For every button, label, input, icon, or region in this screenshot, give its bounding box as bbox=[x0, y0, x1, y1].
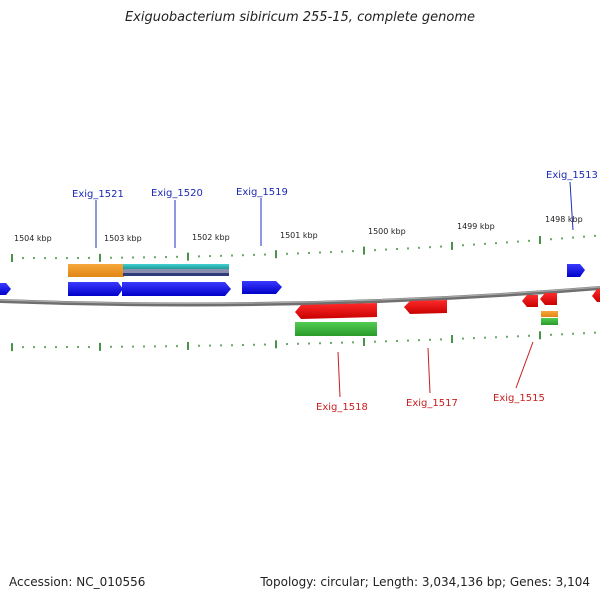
genome-summary: Topology: circular; Length: 3,034,136 bp… bbox=[260, 575, 590, 589]
scale-ruler-bottom bbox=[11, 331, 596, 352]
label-leader-line bbox=[515, 341, 534, 389]
gene-label-forward[interactable]: Exig_1520 bbox=[151, 188, 203, 199]
label-leader-line bbox=[427, 347, 431, 394]
gene-label-reverse[interactable]: Exig_1515 bbox=[493, 393, 545, 404]
scale-label: 1502 kbp bbox=[192, 233, 230, 242]
feature-track-green[interactable] bbox=[541, 318, 558, 325]
label-leader-line bbox=[569, 181, 574, 231]
scale-label: 1504 kbp bbox=[14, 234, 52, 243]
feature-track-orange[interactable] bbox=[541, 311, 558, 317]
gene-arrow-reverse[interactable] bbox=[522, 295, 538, 307]
gene-arrow-reverse[interactable] bbox=[540, 293, 557, 305]
feature-track-navy[interactable] bbox=[123, 273, 229, 276]
feature-track-orange[interactable] bbox=[68, 264, 124, 277]
gene-arrow-reverse[interactable] bbox=[404, 300, 447, 314]
gene-arrow-forward[interactable] bbox=[567, 264, 585, 277]
gene-label-forward[interactable]: Exig_1521 bbox=[72, 189, 124, 200]
scale-label: 1501 kbp bbox=[280, 231, 318, 240]
scale-label: 1499 kbp bbox=[457, 222, 495, 231]
gene-label-reverse[interactable]: Exig_1517 bbox=[406, 398, 458, 409]
gene-label-forward[interactable]: Exig_1513 bbox=[546, 170, 598, 181]
feature-track-grey[interactable] bbox=[123, 269, 229, 273]
gene-arrow-reverse[interactable] bbox=[295, 303, 377, 319]
scale-label: 1500 kbp bbox=[368, 227, 406, 236]
feature-track-teal[interactable] bbox=[123, 264, 229, 269]
accession-label: Accession: NC_010556 bbox=[9, 575, 146, 589]
label-leader-line bbox=[337, 351, 341, 398]
gene-arrow-reverse[interactable] bbox=[592, 289, 600, 302]
gene-arrow-forward[interactable] bbox=[242, 281, 282, 294]
gene-arrow-forward[interactable] bbox=[122, 282, 231, 296]
gene-arrow-forward[interactable] bbox=[0, 283, 11, 295]
gene-label-forward[interactable]: Exig_1519 bbox=[236, 187, 288, 198]
feature-track-green[interactable] bbox=[295, 322, 377, 336]
scale-ruler-top bbox=[11, 234, 596, 262]
map-title: Exiguobacterium sibiricum 255-15, comple… bbox=[124, 10, 476, 25]
scale-label: 1503 kbp bbox=[104, 234, 142, 243]
genome-backbone bbox=[0, 286, 600, 307]
gene-arrow-forward[interactable] bbox=[68, 282, 123, 296]
gene-label-reverse[interactable]: Exig_1518 bbox=[316, 402, 368, 413]
scale-label: 1498 kbp bbox=[545, 215, 583, 224]
